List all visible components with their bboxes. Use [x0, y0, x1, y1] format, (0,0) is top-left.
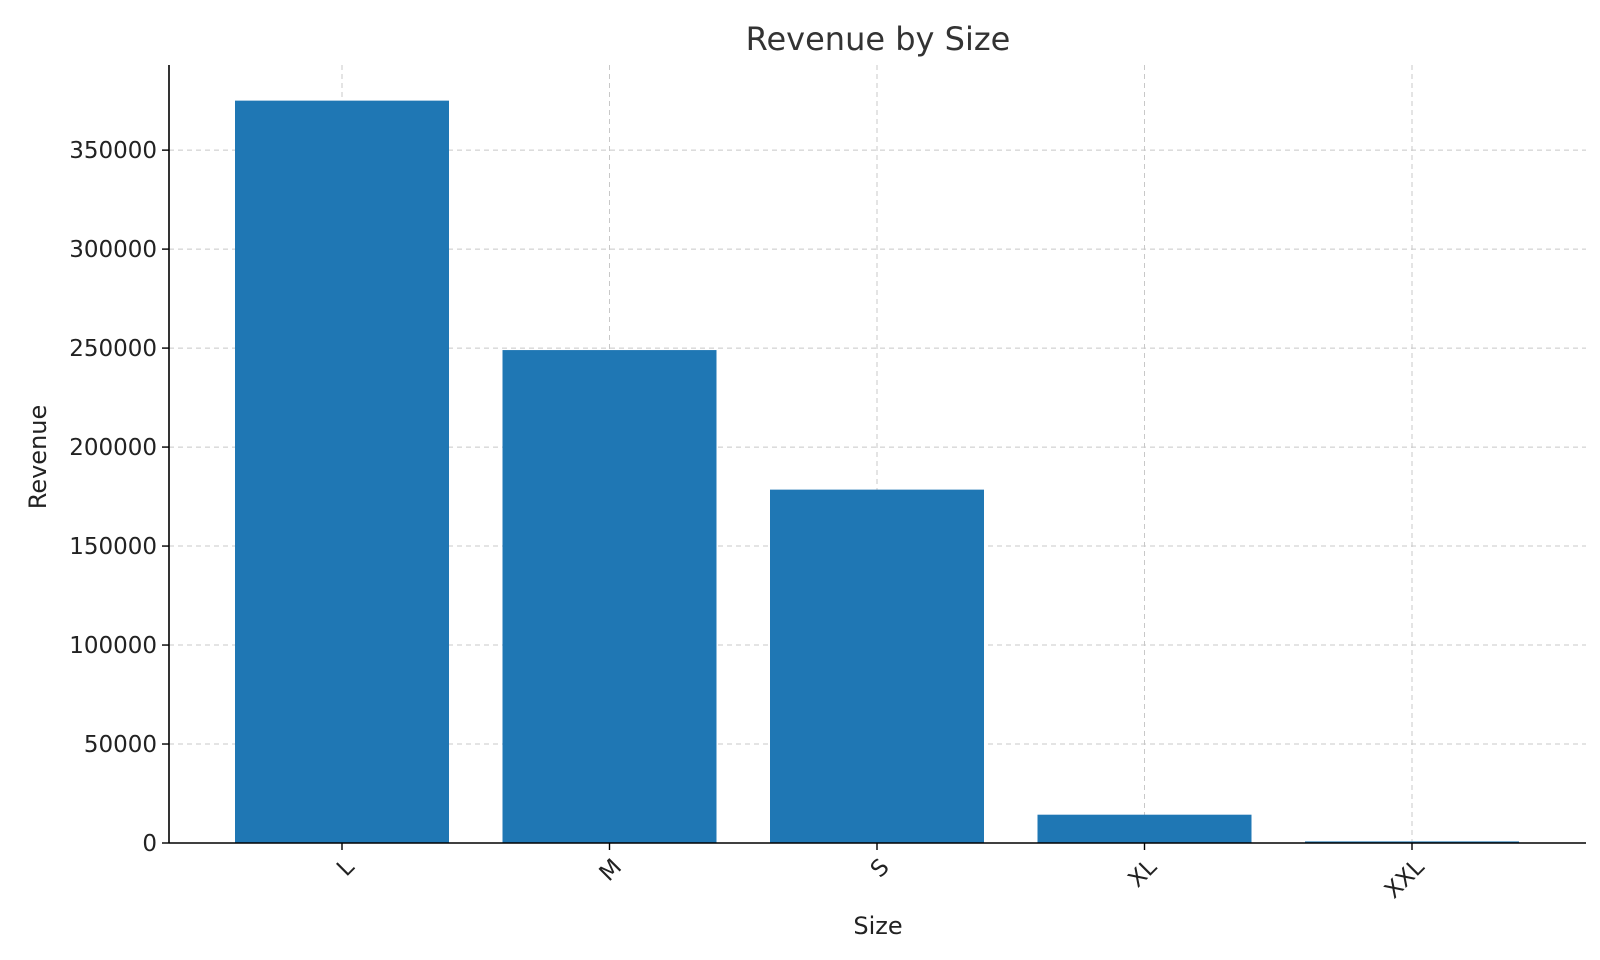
x-tick-label: M [595, 854, 627, 886]
chart-title: Revenue by Size [746, 20, 1011, 58]
y-tick-label: 150000 [69, 534, 157, 560]
bar-xl [1037, 814, 1252, 843]
x-tick-label: S [866, 854, 895, 883]
y-tick-label: 300000 [69, 237, 157, 263]
y-tick-label: 250000 [69, 336, 157, 362]
x-axis-label: Size [853, 912, 902, 940]
y-tick-label: 350000 [69, 138, 157, 164]
x-tick-label: L [332, 854, 360, 882]
y-tick-label: 100000 [69, 633, 157, 659]
x-tick-label: XL [1123, 854, 1162, 893]
bar-s [770, 489, 984, 843]
y-tick-label: 0 [142, 831, 157, 857]
y-axis-label: Revenue [24, 405, 52, 510]
bar-l [235, 100, 449, 843]
y-tick-label: 200000 [69, 435, 157, 461]
y-tick-label: 50000 [84, 732, 157, 758]
bar-m [502, 350, 717, 843]
bars [235, 100, 1519, 843]
x-tick-label: XXL [1380, 854, 1430, 904]
